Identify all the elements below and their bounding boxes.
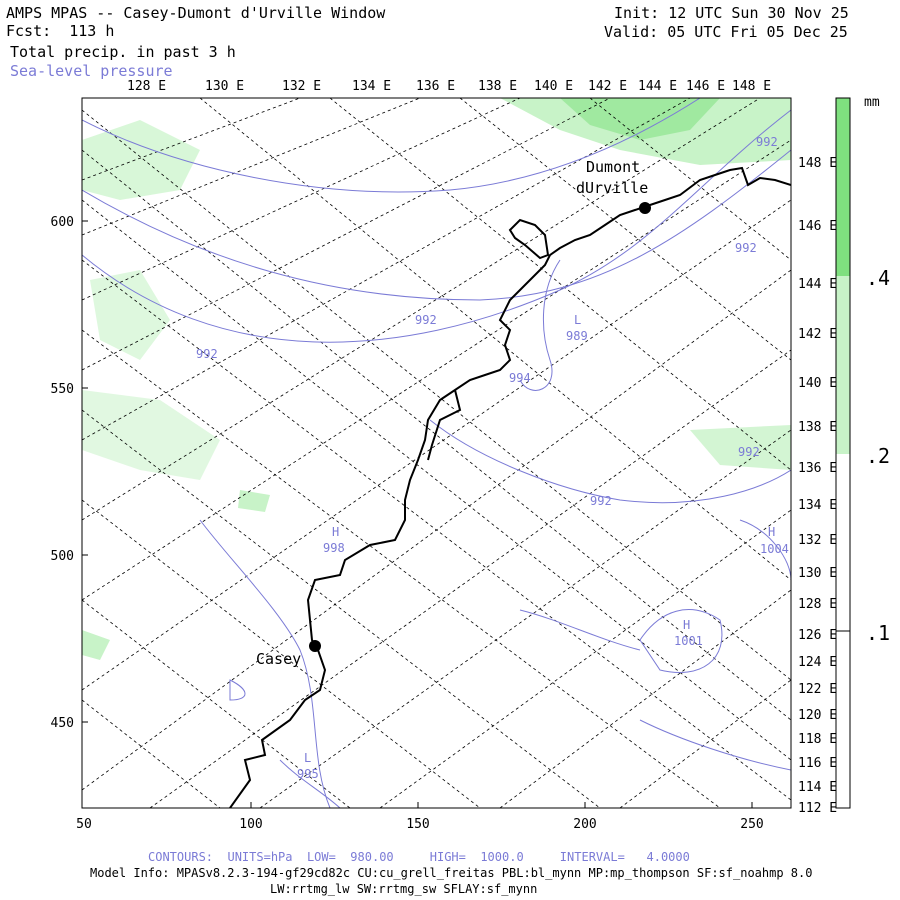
colorbar-swatch-high bbox=[836, 98, 850, 276]
pressure-label: 992 bbox=[756, 135, 778, 149]
right-lon-label: 146 E bbox=[798, 219, 837, 234]
coastline bbox=[229, 166, 791, 808]
pressure-label: 992 bbox=[196, 347, 218, 361]
top-lon-label: 148 E bbox=[732, 79, 771, 94]
top-lon-label: 136 E bbox=[416, 79, 455, 94]
model-info: Model Info: MPASv8.2.3-194-gf29cd82c CU:… bbox=[90, 866, 813, 880]
pressure-labels: 992 992 992 992 992 992 994 L 989 H 998 … bbox=[196, 135, 789, 781]
station-label-durville: dUrville bbox=[576, 179, 648, 197]
top-lon-label: 134 E bbox=[352, 79, 391, 94]
pressure-label: 992 bbox=[590, 494, 612, 508]
bottom-axis-label: 200 bbox=[573, 817, 596, 832]
init-time: Init: 12 UTC Sun 30 Nov 25 bbox=[614, 4, 849, 22]
plot-frame bbox=[81, 97, 792, 809]
right-lon-label: 116 E bbox=[798, 756, 837, 771]
station-label-dumont: Dumont bbox=[586, 158, 640, 176]
bottom-axis-label: 100 bbox=[239, 817, 262, 832]
casey-marker[interactable] bbox=[309, 640, 321, 652]
top-lon-label: 132 E bbox=[282, 79, 321, 94]
top-longitude-labels: 128 E 130 E 132 E 134 E 136 E 138 E 140 … bbox=[127, 79, 771, 94]
pressure-label: 989 bbox=[566, 329, 588, 343]
right-lon-label: 140 E bbox=[798, 376, 837, 391]
pressure-label: L bbox=[574, 313, 581, 327]
map-title: AMPS MPAS -- Casey-Dumont d'Urville Wind… bbox=[6, 4, 386, 22]
pressure-label: H bbox=[332, 525, 339, 539]
right-lon-label: 114 E bbox=[798, 780, 837, 795]
top-lon-label: 138 E bbox=[478, 79, 517, 94]
pressure-label: 995 bbox=[297, 767, 319, 781]
physics-info: LW:rrtmg_lw SW:rrtmg_sw SFLAY:sf_mynn bbox=[270, 882, 538, 896]
right-lon-label: 128 E bbox=[798, 597, 837, 612]
precip-shading bbox=[82, 98, 791, 660]
field-precip-label: Total precip. in past 3 h bbox=[10, 43, 236, 61]
top-lon-label: 144 E bbox=[638, 79, 677, 94]
right-lon-label: 144 E bbox=[798, 277, 837, 292]
pressure-label: 1004 bbox=[760, 542, 789, 556]
bottom-axis-label: 50 bbox=[76, 817, 92, 832]
bottom-ticks bbox=[250, 802, 753, 808]
pressure-label: 994 bbox=[509, 371, 531, 385]
left-axis-label: 450 bbox=[51, 716, 74, 731]
bottom-axis-label: 150 bbox=[406, 817, 429, 832]
top-lon-label: 146 E bbox=[686, 79, 725, 94]
colorbar-label: .1 bbox=[866, 621, 890, 645]
pressure-label: 998 bbox=[323, 541, 345, 555]
right-lon-label: 134 E bbox=[798, 498, 837, 513]
right-lon-label: 118 E bbox=[798, 732, 837, 747]
right-longitude-labels: 148 E 146 E 144 E 142 E 140 E 138 E 136 … bbox=[798, 156, 837, 816]
right-lon-label: 138 E bbox=[798, 420, 837, 435]
top-lon-label: 128 E bbox=[127, 79, 166, 94]
top-lon-label: 130 E bbox=[205, 79, 244, 94]
dumont-durville-marker[interactable] bbox=[639, 202, 651, 214]
pressure-label: 1001 bbox=[674, 634, 703, 648]
map-body bbox=[82, 98, 791, 808]
right-lon-label: 142 E bbox=[798, 327, 837, 342]
colorbar-label: .4 bbox=[866, 266, 890, 290]
graticule bbox=[82, 98, 791, 808]
left-axis-labels: 600 550 500 450 bbox=[51, 215, 74, 731]
pressure-label: 992 bbox=[735, 241, 757, 255]
right-lon-label: 130 E bbox=[798, 566, 837, 581]
pressure-label: H bbox=[768, 525, 775, 539]
pressure-label: H bbox=[683, 618, 690, 632]
colorbar-swatch-mid bbox=[836, 276, 850, 454]
bottom-axis-labels: 50 100 150 200 250 bbox=[76, 817, 764, 832]
top-lon-label: 142 E bbox=[588, 79, 627, 94]
right-lon-label: 124 E bbox=[798, 655, 837, 670]
pressure-label: L bbox=[304, 751, 311, 765]
field-slp-label: Sea-level pressure bbox=[10, 62, 173, 80]
station-label-casey: Casey bbox=[256, 650, 301, 668]
colorbar-frame bbox=[835, 97, 851, 809]
right-lon-label: 148 E bbox=[798, 156, 837, 171]
top-lon-label: 140 E bbox=[534, 79, 573, 94]
right-lon-label: 112 E bbox=[798, 801, 837, 816]
left-axis-label: 500 bbox=[51, 549, 74, 564]
left-axis-label: 550 bbox=[51, 382, 74, 397]
left-axis-label: 600 bbox=[51, 215, 74, 230]
colorbar: mm .4 .2 .1 bbox=[835, 95, 890, 809]
valid-time: Valid: 05 UTC Fri 05 Dec 25 bbox=[604, 23, 848, 41]
forecast-hour: Fcst: 113 h bbox=[6, 22, 115, 40]
colorbar-label: .2 bbox=[866, 444, 890, 468]
pressure-label: 992 bbox=[738, 445, 760, 459]
right-lon-label: 122 E bbox=[798, 682, 837, 697]
pressure-label: 992 bbox=[415, 313, 437, 327]
bottom-axis-label: 250 bbox=[740, 817, 763, 832]
right-lon-label: 136 E bbox=[798, 461, 837, 476]
colorbar-unit: mm bbox=[864, 95, 880, 110]
pressure-contours bbox=[82, 98, 791, 808]
right-lon-label: 126 E bbox=[798, 628, 837, 643]
right-lon-label: 120 E bbox=[798, 708, 837, 723]
left-ticks bbox=[82, 220, 88, 723]
contour-info: CONTOURS: UNITS=hPa LOW= 980.00 HIGH= 10… bbox=[148, 850, 690, 864]
right-lon-label: 132 E bbox=[798, 533, 837, 548]
